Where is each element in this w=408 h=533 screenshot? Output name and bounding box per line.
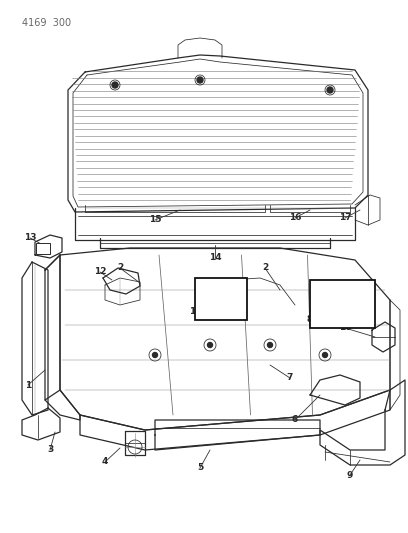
Circle shape (153, 352, 157, 358)
Circle shape (268, 343, 273, 348)
Text: 4169  300: 4169 300 (22, 18, 71, 28)
Text: 9: 9 (347, 471, 353, 480)
Text: 8: 8 (307, 316, 313, 325)
Text: 15: 15 (149, 215, 161, 224)
Circle shape (197, 77, 203, 83)
Circle shape (208, 343, 213, 348)
Text: 4: 4 (102, 457, 108, 466)
Text: 17: 17 (339, 214, 351, 222)
Text: 12: 12 (94, 268, 106, 277)
Text: 10: 10 (339, 324, 351, 333)
Text: 2: 2 (262, 263, 268, 272)
Text: 7: 7 (287, 374, 293, 383)
Text: 1: 1 (25, 381, 31, 390)
Text: 13: 13 (24, 233, 36, 243)
Bar (310, 280, 375, 328)
Text: 2: 2 (117, 263, 123, 272)
Bar (195, 278, 247, 320)
Text: 8: 8 (363, 314, 369, 324)
Text: 14: 14 (208, 254, 221, 262)
Circle shape (112, 82, 118, 88)
Text: 5: 5 (197, 464, 203, 472)
Circle shape (322, 352, 328, 358)
Text: 11: 11 (233, 306, 245, 316)
Bar (36, 243, 50, 254)
Text: 6: 6 (292, 416, 298, 424)
Circle shape (327, 87, 333, 93)
Text: 3: 3 (47, 446, 53, 455)
Text: 11: 11 (189, 308, 201, 317)
Text: 16: 16 (289, 214, 301, 222)
